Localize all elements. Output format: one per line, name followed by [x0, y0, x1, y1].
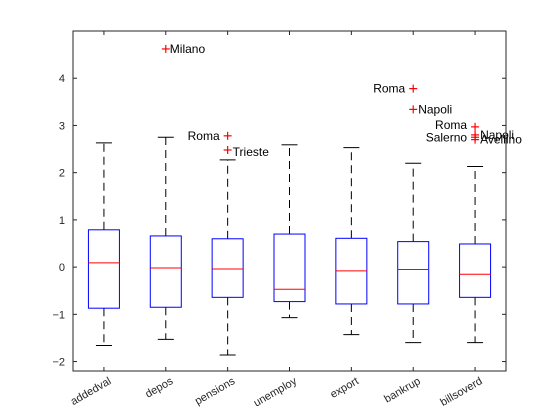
- box-pensions: [211, 131, 244, 356]
- category-label-unemploy: unemploy: [252, 375, 300, 409]
- y-tick-label: 2: [59, 168, 65, 180]
- box-bankrup: [397, 84, 430, 344]
- outlier-label: Avellino: [480, 133, 522, 147]
- category-label-pensions: pensions: [193, 375, 238, 408]
- outlier-marker: [471, 135, 480, 144]
- y-tick-label: 0: [59, 262, 65, 274]
- outlier-marker: [471, 122, 480, 131]
- y-tick-label: 4: [59, 73, 65, 85]
- category-label-billsoverd: billsoverd: [438, 375, 484, 409]
- outlier-label: Roma: [188, 129, 220, 143]
- boxes-layer: [87, 44, 492, 356]
- outlier-label: Napoli: [418, 102, 452, 116]
- category-label-addedval: addedval: [69, 375, 114, 408]
- iqr-box: [149, 235, 182, 308]
- outlier-marker: [161, 44, 170, 53]
- box-unemploy: [273, 144, 306, 319]
- category-label-export: export: [328, 375, 360, 401]
- box-addedval: [87, 142, 120, 346]
- outlier-marker: [409, 105, 418, 114]
- outlier-label: Roma: [373, 82, 405, 96]
- outlier-marker: [223, 131, 232, 140]
- outlier-marker: [223, 146, 232, 154]
- y-tick-label: −1: [52, 309, 65, 321]
- y-tick-label: 3: [59, 120, 65, 132]
- box-billsoverd: [459, 122, 492, 344]
- iqr-box: [273, 233, 306, 303]
- outlier-marker: [409, 84, 418, 93]
- category-label-bankrup: bankrup: [382, 375, 422, 405]
- y-axis: −2 −1 0 1 2 3 4: [52, 73, 506, 369]
- iqr-box: [211, 238, 244, 298]
- outlier-label: Roma: [435, 118, 467, 132]
- box-depos: [149, 44, 182, 340]
- iqr-box: [459, 243, 492, 298]
- outlier-label: Salerno: [426, 130, 468, 144]
- iqr-box: [87, 229, 120, 309]
- y-tick-label: −2: [52, 357, 65, 369]
- outlier-label: Milano: [170, 42, 206, 56]
- iqr-box: [397, 241, 430, 305]
- outlier-label: Trieste: [233, 145, 270, 159]
- category-label-depos: depos: [143, 375, 175, 401]
- box-export: [335, 147, 368, 336]
- y-tick-label: 1: [59, 215, 65, 227]
